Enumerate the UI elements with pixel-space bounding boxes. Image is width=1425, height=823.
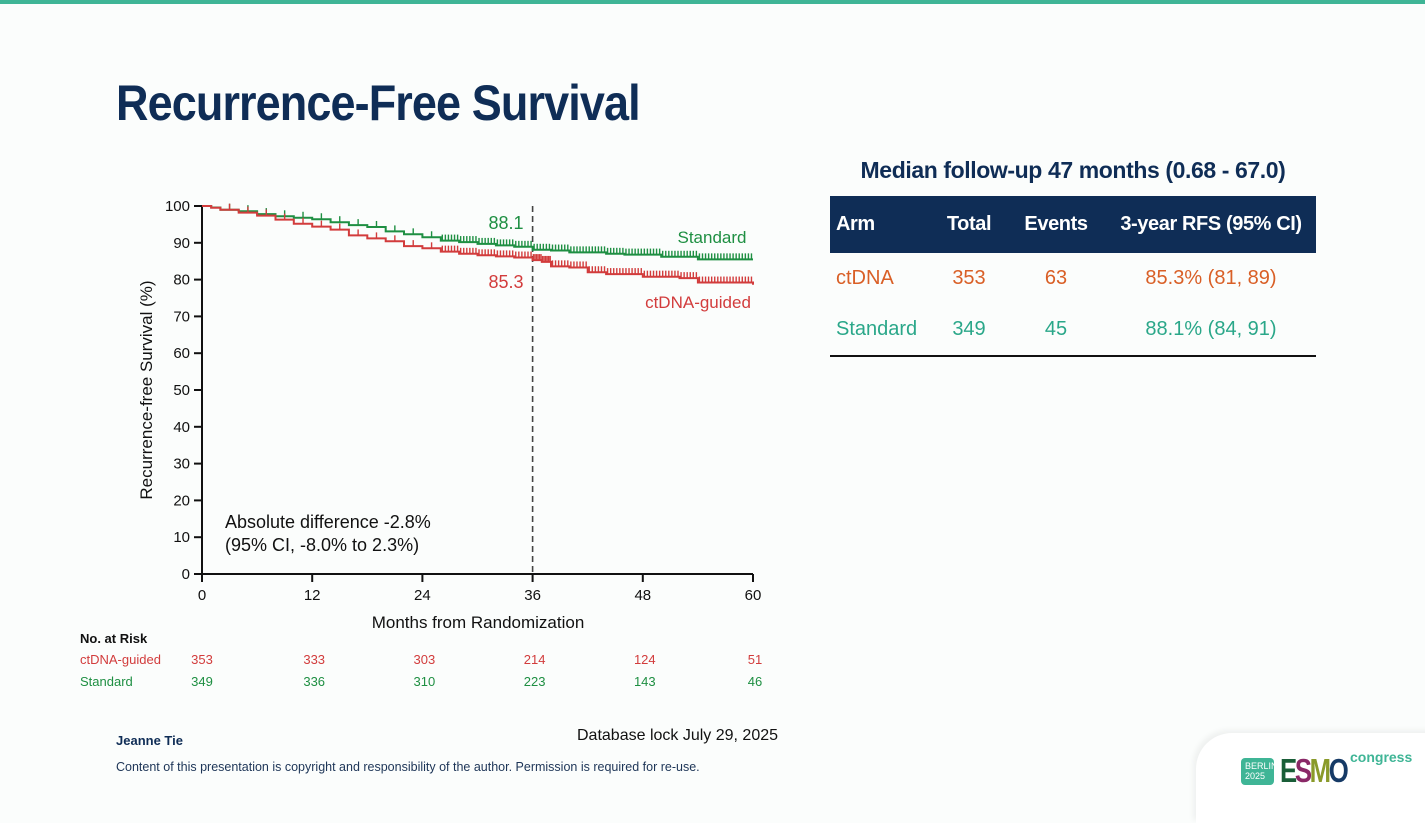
y-tick-label: 70 <box>173 308 190 325</box>
cell-events: 45 <box>1006 304 1106 357</box>
y-tick-label: 90 <box>173 235 190 252</box>
header-rfs: 3-year RFS (95% CI) <box>1106 196 1316 253</box>
chart-axes: 0 10 20 30 40 50 60 70 80 90 100 0 12 24 36 48 60 <box>165 198 761 604</box>
x-tick-label: 48 <box>634 587 651 604</box>
logo-congress: congress <box>1350 749 1413 765</box>
cell-total: 349 <box>932 304 1006 357</box>
slide-title: Recurrence-Free Survival <box>116 75 641 131</box>
logo-letter-e: E <box>1280 752 1297 789</box>
logo-year: 2025 <box>1245 771 1266 781</box>
followup-title: Median follow-up 47 months (0.68 - 67.0) <box>860 157 1286 183</box>
cell-events: 63 <box>1044 267 1068 289</box>
risk-value: 353 <box>191 652 213 667</box>
standard-series-label: Standard <box>678 228 747 247</box>
y-tick-label: 0 <box>182 566 190 583</box>
risk-table-title: No. at Risk <box>80 631 148 646</box>
header-events: Events <box>1006 196 1106 253</box>
risk-value: 46 <box>747 674 763 689</box>
risk-value: 223 <box>523 674 546 689</box>
cell-total: 353 <box>952 267 986 289</box>
database-lock: Database lock July 29, 2025 <box>577 727 779 744</box>
risk-value: 214 <box>523 652 546 667</box>
standard-36m-value: 88.1 <box>488 213 523 233</box>
cell-arm: ctDNA <box>836 267 894 289</box>
logo-city-badge: BERLIN 2025 <box>1241 758 1278 785</box>
table-row: ctDNA 353 63 85.3% (81, 89) <box>830 253 1316 304</box>
y-tick-label: 30 <box>173 456 190 473</box>
y-axis-title: Recurrence-free Survival (%) <box>137 280 156 499</box>
esmo-logo: ESMO <box>1280 752 1349 789</box>
y-tick-label: 100 <box>165 198 190 215</box>
km-chart: 0 10 20 30 40 50 60 70 80 90 100 0 12 24 36 48 60 Recurr… <box>137 198 761 632</box>
y-tick-label: 80 <box>173 272 190 289</box>
table-header-row: Arm Total Events 3-year RFS (95% CI) <box>830 196 1316 253</box>
x-axis-title: Months from Randomization <box>372 613 585 632</box>
logo-card <box>1196 733 1425 823</box>
ctdna-survival-curve <box>202 205 754 285</box>
y-tick-label: 20 <box>173 492 190 509</box>
logo-letter-o: O <box>1328 752 1349 789</box>
risk-value: 333 <box>303 652 326 667</box>
header-total: Total <box>932 196 1006 253</box>
risk-value: 143 <box>633 674 656 689</box>
risk-value: 349 <box>191 674 213 689</box>
x-tick-label: 24 <box>414 587 431 604</box>
y-tick-label: 10 <box>173 529 190 546</box>
risk-value: 336 <box>303 674 326 689</box>
risk-value: 51 <box>747 652 763 667</box>
copyright-notice: Content of this presentation is copyrigh… <box>116 760 700 774</box>
logo-letter-m: M <box>1309 752 1331 789</box>
y-tick-label: 40 <box>173 419 190 436</box>
top-accent-bar <box>0 0 1425 4</box>
x-tick-label: 12 <box>304 587 321 604</box>
cell-rfs: 85.3% (81, 89) <box>1145 267 1277 289</box>
chart-labels: Recurrence-free Survival (%) Months from… <box>137 213 751 632</box>
risk-value: 303 <box>413 652 436 667</box>
header-arm: Arm <box>830 196 932 253</box>
logo-letter-s: S <box>1294 752 1312 789</box>
ctdna-36m-value: 85.3 <box>488 272 523 292</box>
logo-city: BERLIN <box>1245 761 1278 771</box>
cell-arm: Standard <box>830 304 932 357</box>
y-tick-label: 60 <box>173 345 190 362</box>
risk-value: 310 <box>413 674 436 689</box>
x-tick-label: 36 <box>524 587 541 604</box>
annotation-line1: Absolute difference -2.8% <box>225 512 431 532</box>
x-tick-label: 0 <box>198 587 206 604</box>
cell-rfs: 88.1% (84, 91) <box>1106 304 1316 357</box>
chart-curves <box>202 203 754 285</box>
author-name: Jeanne Tie <box>116 733 183 748</box>
x-tick-label: 60 <box>745 587 762 604</box>
y-tick-label: 50 <box>173 382 190 399</box>
risk-value: 124 <box>633 652 656 667</box>
risk-row-standard-name: Standard <box>80 674 133 689</box>
rfs-summary-table: Arm Total Events 3-year RFS (95% CI) ctD… <box>830 196 1316 357</box>
ctdna-series-label: ctDNA-guided <box>645 293 751 312</box>
annotation-line2: (95% CI, -8.0% to 2.3%) <box>225 535 419 555</box>
table-row: Standard 349 45 88.1% (84, 91) <box>830 304 1316 357</box>
risk-row-ctdna-name: ctDNA-guided <box>80 652 161 667</box>
